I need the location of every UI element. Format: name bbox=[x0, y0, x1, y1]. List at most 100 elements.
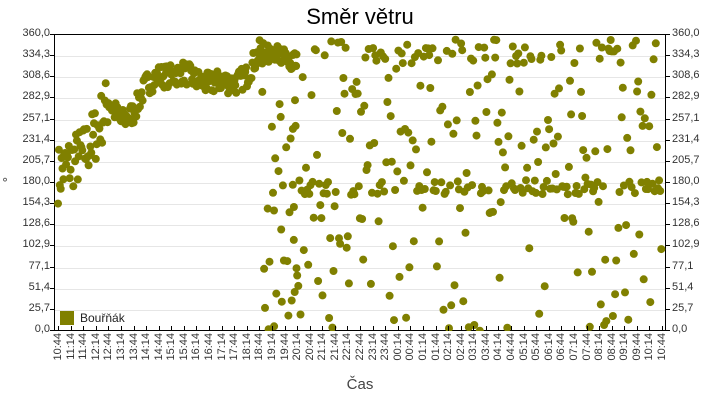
data-point bbox=[408, 136, 417, 145]
data-point bbox=[420, 185, 429, 193]
chart-title: Směr větru bbox=[306, 4, 414, 29]
data-point bbox=[540, 282, 549, 291]
data-point bbox=[514, 49, 523, 58]
y-tick-label: 308,6 bbox=[22, 69, 50, 82]
y-tick bbox=[666, 76, 670, 78]
data-point bbox=[456, 204, 464, 213]
data-point bbox=[59, 175, 68, 184]
data-point bbox=[289, 203, 298, 211]
y-tick bbox=[666, 160, 670, 162]
x-tick bbox=[485, 326, 487, 331]
y-tick bbox=[50, 330, 54, 331]
x-tick bbox=[410, 326, 412, 331]
data-point bbox=[534, 158, 543, 166]
data-point bbox=[62, 160, 71, 169]
data-point bbox=[278, 181, 287, 190]
data-point bbox=[529, 135, 538, 144]
x-tick bbox=[460, 326, 462, 331]
data-point bbox=[618, 83, 627, 92]
data-point bbox=[294, 281, 303, 290]
y-tick-label: 205,7 bbox=[672, 153, 700, 166]
data-point bbox=[439, 305, 448, 314]
data-point bbox=[372, 56, 381, 65]
data-point bbox=[621, 288, 629, 297]
data-point bbox=[615, 188, 624, 196]
x-tick bbox=[108, 326, 110, 331]
data-point bbox=[549, 139, 558, 148]
data-point bbox=[391, 186, 400, 194]
y-tick bbox=[50, 308, 54, 310]
data-point bbox=[330, 202, 339, 211]
data-point bbox=[91, 154, 100, 163]
data-point bbox=[656, 187, 665, 195]
data-point bbox=[89, 130, 98, 139]
data-point bbox=[563, 190, 572, 199]
data-point bbox=[538, 190, 547, 198]
gridline bbox=[55, 161, 665, 163]
x-tick bbox=[435, 326, 437, 331]
data-point bbox=[430, 178, 439, 187]
y-tick bbox=[50, 55, 54, 57]
data-point bbox=[290, 288, 299, 296]
y-tick bbox=[50, 287, 54, 289]
data-point bbox=[594, 197, 603, 206]
x-tick-label: 00:14 bbox=[391, 333, 404, 361]
data-point bbox=[634, 77, 643, 86]
data-point bbox=[475, 326, 484, 331]
data-point bbox=[282, 143, 291, 152]
data-point bbox=[90, 109, 99, 118]
data-point bbox=[361, 53, 370, 62]
x-tick-label: 13:44 bbox=[127, 333, 140, 361]
x-tick-label: 05:14 bbox=[517, 333, 530, 361]
data-point bbox=[346, 134, 354, 143]
data-point bbox=[395, 272, 404, 281]
data-point bbox=[469, 56, 478, 65]
data-point bbox=[329, 267, 338, 275]
data-point bbox=[632, 36, 640, 45]
data-point bbox=[166, 61, 175, 70]
data-point bbox=[578, 112, 587, 120]
data-point bbox=[285, 208, 294, 217]
x-tick bbox=[599, 326, 601, 331]
data-point bbox=[547, 53, 556, 61]
data-point bbox=[462, 169, 471, 177]
data-point bbox=[542, 176, 551, 185]
gridline bbox=[55, 140, 665, 142]
x-tick bbox=[259, 326, 261, 331]
data-point bbox=[497, 108, 506, 117]
x-tick bbox=[297, 326, 299, 331]
gridline bbox=[55, 288, 665, 290]
x-tick bbox=[573, 326, 575, 331]
data-point bbox=[657, 245, 666, 254]
y-tick bbox=[666, 287, 670, 289]
x-tick-label: 01:44 bbox=[429, 333, 442, 361]
y-tick bbox=[666, 97, 670, 99]
x-tick-label: 08:44 bbox=[605, 333, 618, 361]
x-tick-label: 00:44 bbox=[404, 333, 417, 361]
data-point bbox=[449, 129, 458, 138]
data-point bbox=[581, 173, 590, 182]
data-point bbox=[308, 177, 317, 186]
data-point bbox=[276, 112, 285, 121]
data-point bbox=[82, 124, 91, 133]
x-tick-label: 22:44 bbox=[354, 333, 366, 361]
data-point bbox=[612, 256, 621, 265]
data-point bbox=[590, 183, 599, 192]
data-point bbox=[287, 296, 296, 305]
data-point bbox=[505, 75, 514, 84]
x-tick-label: 17:44 bbox=[228, 333, 241, 361]
data-point bbox=[635, 230, 644, 239]
data-point bbox=[103, 118, 112, 127]
x-tick bbox=[120, 326, 122, 331]
y-axis-title: ° bbox=[2, 176, 8, 190]
data-point bbox=[606, 36, 615, 44]
data-point bbox=[458, 46, 467, 55]
x-tick-label: 03:14 bbox=[467, 333, 480, 361]
data-point bbox=[537, 51, 546, 60]
y-tick bbox=[50, 34, 54, 35]
data-point bbox=[472, 131, 481, 140]
data-point bbox=[369, 44, 378, 53]
data-point bbox=[504, 132, 513, 141]
data-point bbox=[327, 37, 336, 46]
x-tick-label: 07:14 bbox=[567, 333, 580, 361]
